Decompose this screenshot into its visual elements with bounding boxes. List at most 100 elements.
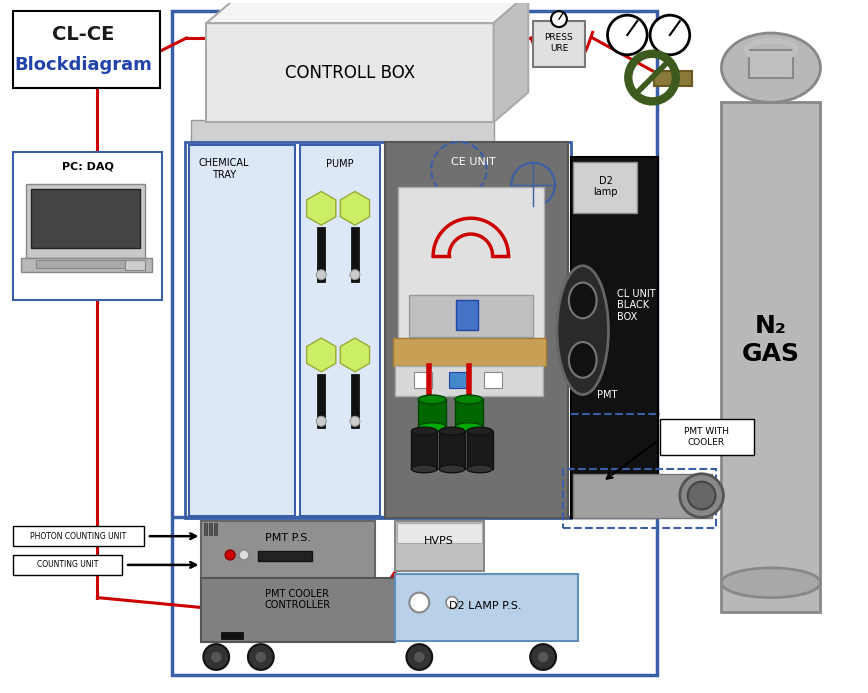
Text: PMT P.S.: PMT P.S. <box>265 533 311 543</box>
Ellipse shape <box>455 395 483 404</box>
Bar <box>411 431 437 469</box>
Bar <box>13 11 160 89</box>
Bar <box>318 227 326 281</box>
Bar <box>201 578 395 642</box>
Circle shape <box>406 644 432 670</box>
Bar <box>573 474 712 518</box>
Bar <box>455 399 483 427</box>
Bar <box>185 142 571 518</box>
Ellipse shape <box>569 342 596 378</box>
Text: PMT: PMT <box>597 389 618 400</box>
Polygon shape <box>306 338 336 371</box>
Bar <box>410 295 533 337</box>
Circle shape <box>255 651 266 663</box>
Circle shape <box>608 15 648 55</box>
Bar <box>395 521 483 571</box>
Text: PC: DAQ: PC: DAQ <box>62 161 114 172</box>
Text: CONTROLL BOX: CONTROLL BOX <box>285 64 415 82</box>
Bar <box>31 188 140 248</box>
Text: CL UNIT
BLACK
BOX: CL UNIT BLACK BOX <box>617 289 656 322</box>
Text: HVPS: HVPS <box>424 536 454 546</box>
Ellipse shape <box>439 465 465 473</box>
Ellipse shape <box>721 33 820 103</box>
Bar <box>13 526 144 546</box>
Bar <box>201 521 375 579</box>
Circle shape <box>680 474 723 518</box>
Bar <box>318 374 326 428</box>
Ellipse shape <box>467 465 493 473</box>
Bar <box>660 419 754 455</box>
Text: COUNTING UNIT: COUNTING UNIT <box>37 561 98 570</box>
Bar <box>449 371 467 387</box>
Circle shape <box>248 644 273 670</box>
Bar <box>395 574 578 641</box>
Circle shape <box>316 270 326 280</box>
Bar <box>204 523 207 535</box>
Polygon shape <box>207 0 529 23</box>
Circle shape <box>410 593 429 613</box>
Bar <box>36 260 125 267</box>
Ellipse shape <box>411 427 437 435</box>
Bar <box>573 161 637 213</box>
Ellipse shape <box>411 465 437 473</box>
Bar <box>533 21 585 67</box>
Bar <box>221 632 243 639</box>
Bar <box>13 152 161 301</box>
Bar <box>395 366 543 396</box>
Ellipse shape <box>455 423 483 432</box>
Circle shape <box>687 482 715 509</box>
Bar <box>125 260 145 270</box>
Bar <box>21 258 152 272</box>
Circle shape <box>350 270 360 280</box>
Text: Blockdiagram: Blockdiagram <box>15 55 153 73</box>
Circle shape <box>446 597 458 608</box>
Bar <box>414 371 432 387</box>
Circle shape <box>650 15 690 55</box>
Bar <box>207 23 494 122</box>
Bar <box>209 523 213 535</box>
Circle shape <box>413 651 425 663</box>
Circle shape <box>537 651 549 663</box>
Ellipse shape <box>418 395 446 404</box>
Circle shape <box>210 651 222 663</box>
Text: PUMP: PUMP <box>326 159 354 169</box>
Ellipse shape <box>721 568 820 597</box>
Bar <box>258 551 312 561</box>
Bar <box>483 371 502 387</box>
Text: CE UNIT: CE UNIT <box>451 157 496 167</box>
Bar <box>721 103 820 613</box>
Bar <box>467 431 493 469</box>
Bar <box>351 227 358 281</box>
Ellipse shape <box>557 266 608 394</box>
Circle shape <box>350 416 360 426</box>
Bar <box>749 50 792 78</box>
Circle shape <box>203 644 229 670</box>
Text: PHOTON COUNTING UNIT: PHOTON COUNTING UNIT <box>30 532 127 541</box>
Bar <box>351 374 358 428</box>
Text: PMT COOLER
CONTROLLER: PMT COOLER CONTROLLER <box>265 589 331 611</box>
Text: CHEMICAL
TRAY: CHEMICAL TRAY <box>199 158 249 179</box>
Bar <box>418 399 446 427</box>
Bar <box>397 523 482 543</box>
Circle shape <box>239 550 249 560</box>
Text: PMT WITH
COOLER: PMT WITH COOLER <box>684 428 729 447</box>
Text: CL-CE: CL-CE <box>52 26 115 44</box>
Ellipse shape <box>418 423 446 432</box>
Bar <box>654 71 692 85</box>
Text: N₂
GAS: N₂ GAS <box>742 314 800 366</box>
Bar <box>392 338 546 366</box>
Bar <box>439 431 465 469</box>
Circle shape <box>530 644 556 670</box>
Bar <box>571 157 658 518</box>
Bar <box>13 555 122 574</box>
Bar <box>172 11 657 675</box>
Polygon shape <box>340 191 370 225</box>
Bar <box>26 184 145 258</box>
Bar <box>300 145 379 516</box>
Text: D2
lamp: D2 lamp <box>593 176 618 198</box>
Ellipse shape <box>467 427 493 435</box>
Bar <box>172 516 657 518</box>
Polygon shape <box>340 338 370 371</box>
Bar <box>188 145 295 516</box>
Bar <box>398 186 544 340</box>
